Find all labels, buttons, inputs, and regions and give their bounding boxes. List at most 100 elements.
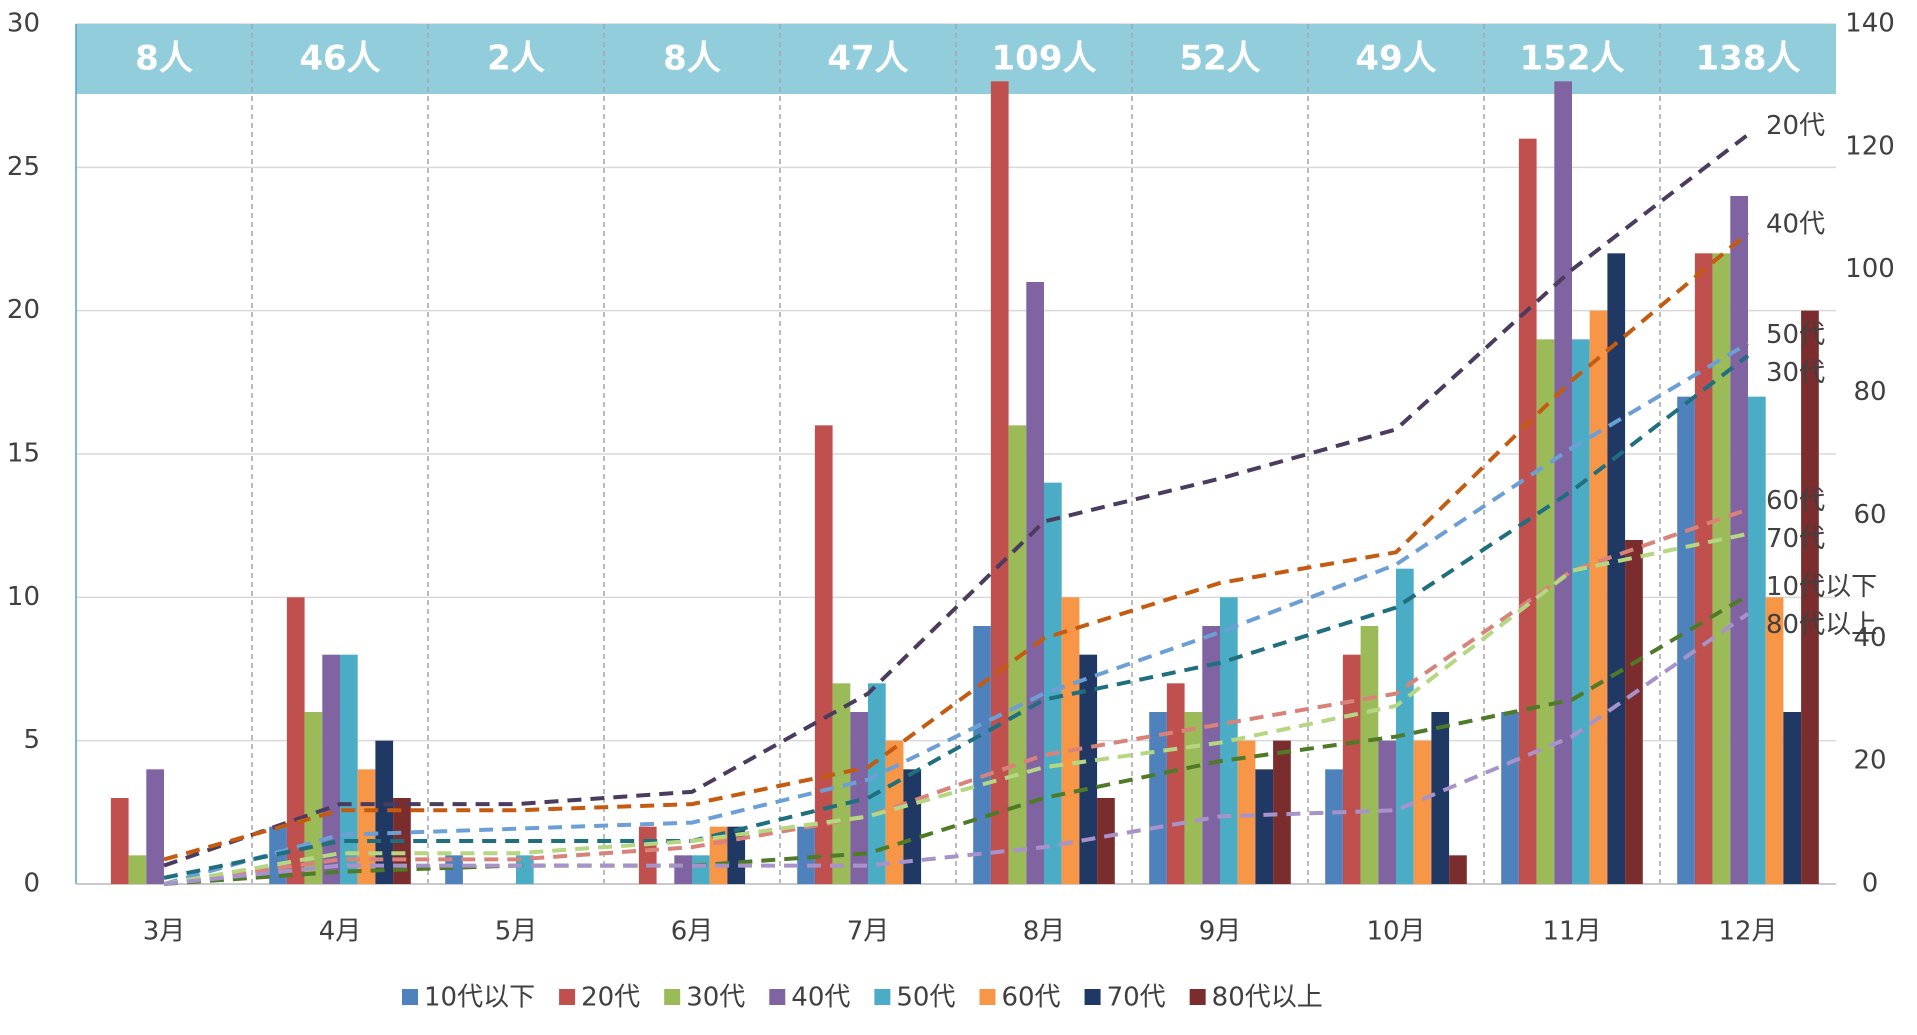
- bar: [1255, 769, 1274, 884]
- cumulative-line: [163, 612, 1750, 886]
- cumulative-line: [163, 341, 1750, 886]
- y-tick-label: 20: [7, 295, 40, 325]
- bar: [516, 855, 534, 884]
- line-end-label: 60代: [1766, 486, 1825, 516]
- bar: [1554, 81, 1572, 885]
- total-label: 8人: [663, 39, 721, 79]
- legend-label: 20代: [581, 983, 640, 1013]
- x-tick-label: 9月: [1199, 917, 1242, 947]
- bar: [692, 855, 710, 884]
- bar: [1625, 540, 1643, 884]
- bar: [903, 769, 922, 884]
- bar: [1166, 683, 1185, 884]
- bar: [1079, 654, 1098, 884]
- bar: [1589, 310, 1608, 885]
- legend-swatch: [1189, 989, 1206, 1005]
- bar: [1360, 626, 1379, 884]
- bar: [322, 654, 340, 884]
- line-end-label: 40代: [1766, 209, 1825, 239]
- total-label: 2人: [487, 39, 545, 79]
- x-tick-label: 6月: [671, 917, 714, 947]
- x-tick-label: 5月: [495, 917, 538, 947]
- bar: [110, 798, 129, 884]
- legend-label: 70代: [1107, 983, 1166, 1013]
- bar: [304, 712, 323, 884]
- bar: [1801, 310, 1819, 885]
- bar: [814, 425, 833, 884]
- bar: [638, 826, 657, 884]
- bar: [1783, 712, 1802, 884]
- y-tick-label: 10: [7, 582, 40, 612]
- cumulative-line: [163, 354, 1750, 880]
- legend-label: 30代: [686, 983, 745, 1013]
- bar: [1413, 740, 1432, 884]
- bar: [1149, 712, 1167, 884]
- line-end-label: 20代: [1766, 111, 1825, 141]
- line-end-label: 80代以上: [1766, 610, 1877, 640]
- legend-label: 50代: [896, 983, 955, 1013]
- y2-tick-label: 20: [1853, 746, 1886, 776]
- cumulative-line: [163, 531, 1749, 886]
- bar: [1765, 597, 1784, 884]
- bar: [146, 769, 164, 884]
- total-label: 152人: [1520, 39, 1625, 79]
- bar: [1237, 740, 1256, 884]
- legend-label: 40代: [791, 983, 850, 1013]
- bar: [1748, 396, 1766, 884]
- legend-swatch: [874, 989, 891, 1005]
- legend-label: 60代: [1001, 983, 1060, 1013]
- x-tick-label: 7月: [847, 917, 890, 947]
- bar: [1273, 740, 1291, 884]
- bar: [1536, 339, 1555, 884]
- bar: [1008, 425, 1027, 884]
- total-label: 109人: [992, 39, 1097, 79]
- total-label: 138人: [1696, 39, 1801, 79]
- bar: [1518, 138, 1537, 884]
- bar: [1325, 769, 1343, 884]
- bar: [357, 769, 376, 884]
- bar: [1431, 712, 1450, 884]
- legend-label: 80代以上: [1212, 983, 1323, 1013]
- bar: [1730, 196, 1748, 884]
- total-label: 47人: [827, 39, 908, 79]
- bar: [1501, 712, 1519, 884]
- bar: [832, 683, 851, 884]
- legend-swatch: [1084, 989, 1101, 1005]
- y-tick-label: 5: [23, 725, 40, 755]
- y2-tick-label: 0: [1862, 869, 1879, 899]
- bar: [1342, 654, 1361, 884]
- bar: [868, 683, 886, 884]
- legend-label: 10代以下: [424, 983, 535, 1013]
- bar: [885, 740, 904, 884]
- x-tick-label: 10月: [1366, 917, 1425, 947]
- total-label: 46人: [299, 39, 380, 79]
- bar: [375, 740, 394, 884]
- bar: [340, 654, 358, 884]
- x-tick-label: 4月: [319, 917, 362, 947]
- bar: [850, 712, 868, 884]
- bar: [1449, 855, 1467, 884]
- y2-tick-label: 100: [1845, 254, 1895, 284]
- cumulative-line: [163, 593, 1750, 886]
- bar: [1026, 282, 1044, 884]
- legend-swatch: [769, 989, 786, 1005]
- line-end-label: 50代: [1766, 320, 1825, 350]
- line-end-label: 30代: [1766, 358, 1825, 388]
- bar: [1044, 482, 1062, 884]
- y-tick-label: 25: [7, 152, 40, 182]
- legend-swatch: [664, 989, 681, 1005]
- total-label: 49人: [1355, 39, 1436, 79]
- bar: [1396, 568, 1414, 884]
- y-tick-label: 15: [7, 439, 40, 469]
- y2-tick-label: 140: [1845, 9, 1895, 39]
- y2-tick-label: 40: [1853, 623, 1886, 653]
- x-tick-label: 8月: [1023, 917, 1066, 947]
- y-tick-label: 30: [7, 9, 40, 39]
- bar: [445, 855, 463, 884]
- legend-swatch: [559, 989, 576, 1005]
- bar: [990, 81, 1009, 885]
- total-label: 52人: [1179, 39, 1260, 79]
- y2-tick-label: 80: [1853, 377, 1886, 407]
